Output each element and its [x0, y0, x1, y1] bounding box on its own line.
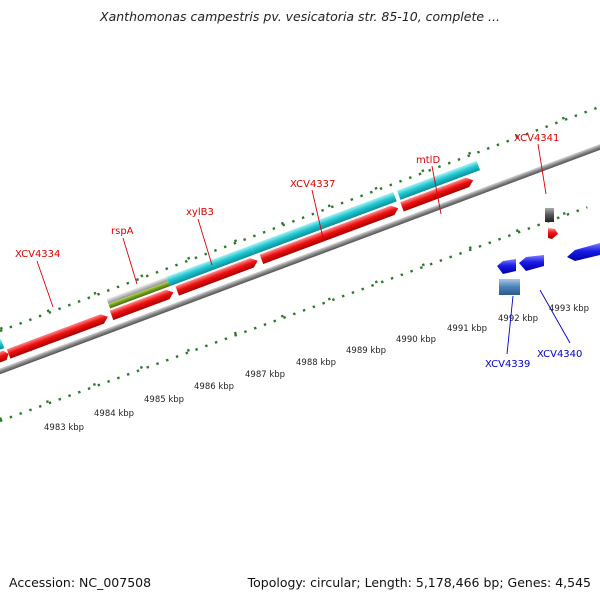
gene-arrow-rspa[interactable] [109, 288, 175, 321]
gene-arrow-xcv4337[interactable] [259, 204, 400, 265]
label-leader-line [36, 260, 54, 308]
kbp-label: 4993 kbp [549, 304, 589, 314]
gene-arrow-xcv4340[interactable] [519, 255, 544, 271]
kbp-label: 4984 kbp [94, 409, 134, 419]
gene-arrow-xcv4342[interactable] [567, 243, 600, 261]
kbp-scale-labels: 4983 kbp 4984 kbp 4985 kbp 4986 kbp 4987… [44, 304, 589, 433]
small-feature-xcv4341[interactable] [545, 208, 554, 222]
kbp-label: 4992 kbp [498, 314, 538, 324]
label-leader-line [431, 165, 442, 215]
reverse-gene-labels: XCV4339 XCV4340 [485, 289, 582, 370]
kbp-label: 4989 kbp [346, 346, 386, 356]
gene-xcv4341[interactable] [545, 208, 558, 239]
label-leader-line [539, 289, 571, 344]
cds-feature-xcv4337[interactable] [250, 191, 397, 255]
kbp-label: 4986 kbp [194, 382, 234, 392]
kbp-label: 4985 kbp [144, 395, 184, 405]
gene-label-rspa[interactable]: rspA [111, 226, 134, 237]
gene-label-xcv4339[interactable]: XCV4339 [485, 359, 530, 370]
kbp-label: 4988 kbp [296, 358, 336, 368]
forward-gene-labels: XCV4334 rspA xylB3 XCV4337 mtlD XCV4341 [15, 133, 559, 308]
cds-feature-xylb3[interactable] [166, 245, 255, 287]
reverse-strand-genes [497, 243, 600, 295]
kbp-label: 4987 kbp [245, 370, 285, 380]
gene-label-xcv4340[interactable]: XCV4340 [537, 349, 582, 360]
label-leader-line [311, 189, 324, 239]
genome-summary-text: Topology: circular; Length: 5,178,466 bp… [247, 575, 591, 590]
label-leader-line [197, 218, 213, 266]
kbp-label: 4990 kbp [396, 335, 436, 345]
kbp-label: 4983 kbp [44, 423, 84, 433]
gene-arrow-mtld[interactable] [400, 176, 475, 212]
kbp-label: 4991 kbp [447, 324, 487, 334]
reverse-feature-xcv4339[interactable] [499, 279, 520, 295]
gene-arrow-xylb3[interactable] [175, 256, 259, 296]
cds-feature-mtld[interactable] [396, 160, 481, 200]
gene-label-xcv4341[interactable]: XCV4341 [514, 133, 559, 144]
upper-tick-ruler [0, 102, 600, 333]
label-leader-line [122, 237, 138, 285]
gene-label-xcv4334[interactable]: XCV4334 [15, 249, 60, 260]
genome-backbone [0, 139, 600, 376]
label-leader-line [506, 295, 514, 355]
accession-text: Accession: NC_007508 [9, 575, 152, 590]
gene-arrow-xcv4339[interactable] [497, 259, 516, 274]
gene-label-xcv4337[interactable]: XCV4337 [290, 179, 335, 190]
gene-arrow-xcv4333[interactable] [0, 349, 10, 368]
map-title: Xanthomonas campestris pv. vesicatoria s… [100, 9, 500, 24]
gene-arrow-xcv4334[interactable] [6, 312, 110, 359]
gene-label-xylb3[interactable]: xylB3 [186, 207, 214, 218]
gene-label-mtld[interactable]: mtlD [416, 155, 440, 166]
label-leader-line [537, 143, 547, 195]
trna-feature-rspa[interactable] [108, 281, 171, 309]
rrna-feature-rspa[interactable] [106, 276, 169, 304]
gene-arrow-xcv4341[interactable] [548, 228, 558, 239]
lower-tick-ruler [0, 204, 588, 423]
